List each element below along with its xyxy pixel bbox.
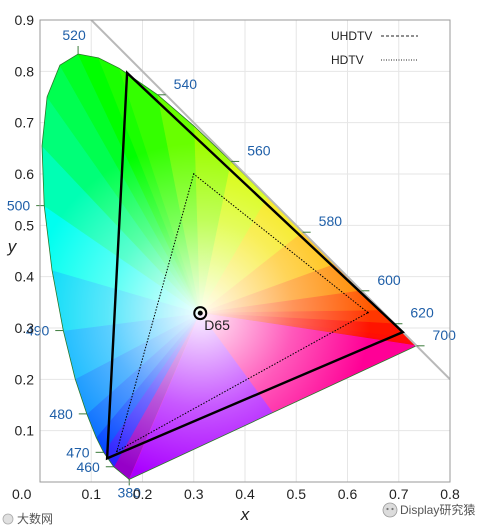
wechat-icon (382, 502, 398, 518)
y-tick-label: 0.2 (15, 371, 35, 387)
x-axis-ticks: 0.0 0.1 0.2 0.3 0.4 0.5 0.6 0.7 0.8 (12, 486, 460, 502)
y-tick-label: 0.7 (15, 115, 35, 131)
x-tick-label: 0.7 (389, 486, 409, 502)
series-hdtv-vertex (192, 173, 195, 175)
legend-label-uhdtv: UHDTV (331, 29, 372, 43)
wavelength-label-580: 580 (319, 213, 343, 229)
x-axis-label: x (240, 505, 250, 524)
wechat-icon-eye-2 (391, 507, 394, 511)
x-tick-label: 0.8 (440, 486, 460, 502)
wavelength-label-560: 560 (247, 142, 271, 158)
wechat-icon-eye (386, 507, 389, 511)
wavelength-label-380: 380 (118, 484, 142, 500)
wavelength-label-520: 520 (62, 27, 86, 43)
x-tick-label: 0.6 (338, 486, 358, 502)
legend-label-hdtv: HDTV (331, 53, 364, 67)
x-tick-label: 0.2 (133, 486, 153, 502)
gamut-triangles (105, 70, 405, 461)
watermark-right-text: Display研究猿 (400, 502, 475, 517)
watermark-right: Display研究猿 (382, 502, 475, 518)
wavelength-label-540: 540 (174, 76, 198, 92)
y-tick-label: 0.1 (15, 423, 35, 439)
wavelength-label-470: 470 (66, 444, 90, 460)
white-point-ring (193, 306, 208, 321)
wavelength-label-460: 460 (76, 459, 100, 475)
watermark-left-text: 大数网 (17, 511, 53, 526)
x-tick-label: 0.1 (82, 486, 102, 502)
series-hdtv-triangle (116, 173, 369, 453)
series-uhdtv-vertex (402, 331, 404, 333)
y-tick-label: 0.4 (15, 269, 35, 285)
wavelength-label-620: 620 (410, 305, 434, 321)
x-tick-label: 0.0 (12, 486, 32, 502)
x-tick-label: 0.3 (184, 486, 204, 502)
series-hdtv-vertex (367, 311, 369, 314)
series-hdtv-vertex (116, 450, 118, 453)
y-axis-ticks: 0.1 0.2 0.3 0.4 0.5 0.6 0.7 0.8 0.9 (15, 12, 35, 439)
white-point-marker: D65 (193, 306, 230, 333)
wavelength-label-480: 480 (49, 406, 73, 422)
y-tick-label: 0.9 (15, 12, 35, 28)
y-tick-label: 0.3 (15, 320, 35, 336)
y-tick-label: 0.6 (15, 166, 35, 182)
x-tick-label: 0.4 (235, 486, 255, 502)
wavelength-label-600: 600 (377, 272, 401, 288)
watermark-left: 大数网 (2, 511, 53, 526)
wavelength-label-700: 700 (433, 327, 457, 343)
white-point-label: D65 (204, 317, 230, 333)
legend: UHDTV HDTV (331, 29, 418, 67)
plot-frame (39, 19, 451, 483)
series-uhdtv-triangle (105, 70, 405, 461)
wavelength-label-490: 490 (26, 323, 50, 339)
series-uhdtv-vertex (126, 72, 128, 74)
series-uhdtv-vertex (106, 457, 108, 460)
y-axis-label: y (7, 237, 18, 256)
y-tick-label: 0.5 (15, 217, 35, 233)
white-point-dot (197, 310, 203, 316)
wavelength-label-500: 500 (7, 198, 31, 214)
watermark-logo-icon (2, 513, 14, 525)
wavelength-ticks (36, 45, 425, 486)
y-tick-label: 0.8 (15, 63, 35, 79)
x-tick-label: 0.5 (287, 486, 307, 502)
